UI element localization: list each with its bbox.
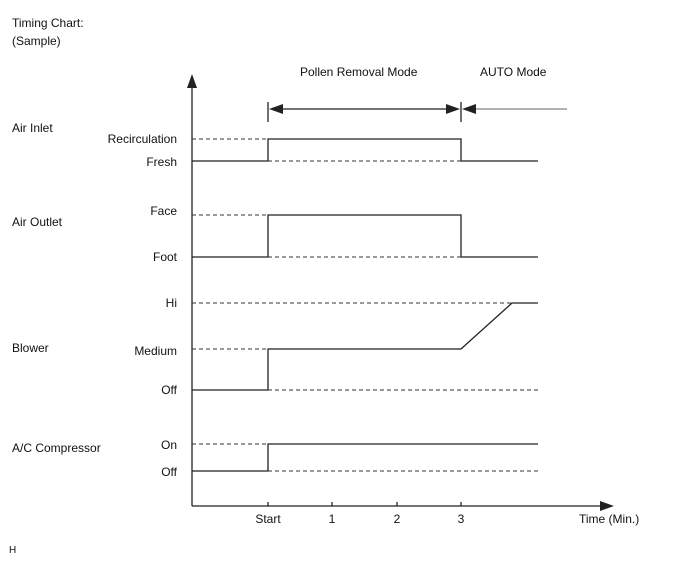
pollen-mode-span: [267, 102, 462, 122]
ac-compressor-name: A/C Compressor: [12, 441, 101, 455]
air-inlet-name: Air Inlet: [12, 121, 53, 135]
x-axis-label: Time (Min.): [579, 512, 640, 526]
x-ticks: [267, 502, 462, 506]
x-tick-1: 1: [328, 512, 336, 526]
ac-compressor-trace: [192, 443, 538, 472]
ac-on-level: On: [160, 438, 177, 452]
blower-name: Blower: [12, 341, 49, 355]
ac-off-level: Off: [161, 465, 177, 479]
x-tick-start: Start: [255, 512, 281, 526]
x-tick-2: 2: [393, 512, 401, 526]
x-axis-arrow: [600, 501, 614, 511]
auto-mode-label: AUTO Mode: [480, 65, 547, 79]
air-outlet-trace: [192, 214, 538, 258]
air-outlet-name: Air Outlet: [12, 215, 63, 229]
chart-title: Timing Chart:: [12, 16, 84, 30]
footer-code: H: [9, 545, 17, 556]
air-outlet-face-level: Face: [150, 204, 177, 218]
blower-medium-level: Medium: [134, 344, 177, 358]
x-tick-3: 3: [457, 512, 465, 526]
air-inlet-recirc-level: Recirculation: [107, 132, 177, 146]
auto-mode-span: [462, 104, 567, 114]
blower-off-level: Off: [161, 383, 177, 397]
air-outlet-foot-level: Foot: [152, 250, 177, 264]
chart-subtitle: (Sample): [12, 34, 61, 48]
air-inlet-trace: [192, 138, 538, 162]
air-inlet-fresh-level: Fresh: [146, 155, 177, 169]
pollen-mode-label: Pollen Removal Mode: [300, 65, 418, 79]
y-axis-arrow: [187, 74, 197, 88]
blower-trace: [192, 302, 538, 391]
blower-hi-level: Hi: [165, 296, 177, 310]
